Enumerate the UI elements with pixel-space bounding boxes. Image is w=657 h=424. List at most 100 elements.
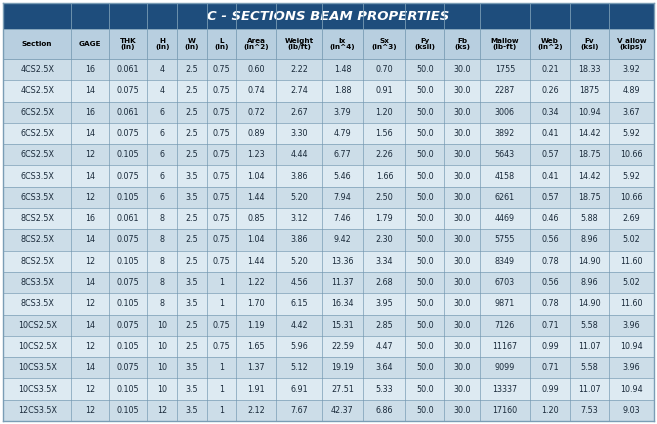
- Text: 6261: 6261: [495, 193, 515, 202]
- Text: 2.12: 2.12: [248, 406, 265, 415]
- Text: 1: 1: [219, 406, 224, 415]
- Text: 3.34: 3.34: [376, 257, 393, 266]
- Text: 1875: 1875: [579, 86, 600, 95]
- Text: 1.20: 1.20: [541, 406, 558, 415]
- Text: 1.37: 1.37: [248, 363, 265, 372]
- Text: 3892: 3892: [495, 129, 515, 138]
- Text: 1.23: 1.23: [248, 151, 265, 159]
- Bar: [3, 3, 654, 29]
- Text: 6.77: 6.77: [334, 151, 351, 159]
- Text: 0.061: 0.061: [117, 108, 139, 117]
- Text: 6CS3.5X: 6CS3.5X: [20, 172, 54, 181]
- Text: 8.96: 8.96: [581, 278, 599, 287]
- Text: 2.5: 2.5: [185, 86, 198, 95]
- Text: 0.105: 0.105: [117, 385, 139, 393]
- Text: 8: 8: [160, 257, 165, 266]
- Text: 6CS2.5X: 6CS2.5X: [20, 129, 54, 138]
- Text: 1.56: 1.56: [376, 129, 394, 138]
- Text: 0.75: 0.75: [212, 257, 230, 266]
- Text: L
(in): L (in): [214, 38, 229, 50]
- Text: 12: 12: [157, 406, 168, 415]
- Text: 1: 1: [219, 363, 224, 372]
- Text: 8: 8: [160, 214, 165, 223]
- Text: 10: 10: [157, 363, 168, 372]
- Text: 2.50: 2.50: [376, 193, 394, 202]
- Text: 6.15: 6.15: [290, 299, 307, 308]
- Text: 0.75: 0.75: [212, 65, 230, 74]
- Text: 11167: 11167: [492, 342, 518, 351]
- Text: 3.96: 3.96: [623, 321, 641, 330]
- Text: 3.5: 3.5: [185, 363, 198, 372]
- Text: 9.42: 9.42: [334, 235, 351, 245]
- Text: 0.75: 0.75: [212, 108, 230, 117]
- Text: 0.105: 0.105: [117, 299, 139, 308]
- Text: 12: 12: [85, 193, 95, 202]
- Text: 1: 1: [219, 385, 224, 393]
- Bar: [3, 187, 654, 208]
- Text: Ix
(in^4): Ix (in^4): [330, 38, 355, 50]
- Text: 3.5: 3.5: [185, 172, 198, 181]
- Text: 50.0: 50.0: [416, 257, 434, 266]
- Text: 15.31: 15.31: [331, 321, 354, 330]
- Text: 2.5: 2.5: [185, 65, 198, 74]
- Text: 0.26: 0.26: [541, 86, 558, 95]
- Text: 0.78: 0.78: [541, 299, 558, 308]
- Text: 27.51: 27.51: [331, 385, 354, 393]
- Text: 6: 6: [160, 172, 165, 181]
- Text: 30.0: 30.0: [453, 299, 471, 308]
- Text: 0.57: 0.57: [541, 193, 558, 202]
- Text: 4.89: 4.89: [623, 86, 641, 95]
- Text: 0.75: 0.75: [212, 129, 230, 138]
- Text: THK
(in): THK (in): [120, 38, 137, 50]
- Text: 16: 16: [85, 108, 95, 117]
- Text: GAGE: GAGE: [79, 41, 101, 47]
- Text: 5.20: 5.20: [290, 193, 308, 202]
- Text: 0.75: 0.75: [212, 172, 230, 181]
- Text: 11.60: 11.60: [620, 257, 643, 266]
- Bar: [3, 29, 654, 59]
- Text: 12: 12: [85, 257, 95, 266]
- Text: 0.57: 0.57: [541, 151, 558, 159]
- Text: 30.0: 30.0: [453, 363, 471, 372]
- Text: 2.5: 2.5: [185, 342, 198, 351]
- Text: W
(in): W (in): [185, 38, 199, 50]
- Text: 30.0: 30.0: [453, 278, 471, 287]
- Text: 30.0: 30.0: [453, 65, 471, 74]
- Text: 42.37: 42.37: [331, 406, 354, 415]
- Text: 12: 12: [85, 299, 95, 308]
- Text: 0.41: 0.41: [541, 129, 558, 138]
- Text: 5.33: 5.33: [376, 385, 394, 393]
- Bar: [3, 144, 654, 165]
- Text: 16.34: 16.34: [331, 299, 353, 308]
- Text: 2.5: 2.5: [185, 214, 198, 223]
- Text: 14: 14: [85, 278, 95, 287]
- Text: 0.56: 0.56: [541, 278, 558, 287]
- Text: 7.53: 7.53: [581, 406, 599, 415]
- Text: 0.72: 0.72: [248, 108, 265, 117]
- Text: 14: 14: [85, 321, 95, 330]
- Text: 50.0: 50.0: [416, 278, 434, 287]
- Text: 18.75: 18.75: [578, 151, 601, 159]
- Text: 1.20: 1.20: [376, 108, 394, 117]
- Text: 30.0: 30.0: [453, 214, 471, 223]
- Text: 6: 6: [160, 151, 165, 159]
- Text: 12CS3.5X: 12CS3.5X: [18, 406, 57, 415]
- Text: 50.0: 50.0: [416, 172, 434, 181]
- Text: 10.94: 10.94: [578, 108, 601, 117]
- Text: 10.66: 10.66: [620, 151, 643, 159]
- Bar: [3, 102, 654, 123]
- Text: Section: Section: [22, 41, 53, 47]
- Text: 0.71: 0.71: [541, 363, 558, 372]
- Text: 1: 1: [219, 299, 224, 308]
- Text: 0.075: 0.075: [117, 235, 139, 245]
- Text: 14: 14: [85, 86, 95, 95]
- Text: 3.5: 3.5: [185, 385, 198, 393]
- Text: 0.75: 0.75: [212, 86, 230, 95]
- Text: 10.66: 10.66: [620, 193, 643, 202]
- Text: Fv
(ksi): Fv (ksi): [580, 38, 599, 50]
- Text: Web
(in^2): Web (in^2): [537, 38, 562, 50]
- Text: 9.03: 9.03: [623, 406, 641, 415]
- Text: 0.74: 0.74: [248, 86, 265, 95]
- Text: Area
(in^2): Area (in^2): [244, 38, 269, 50]
- Text: 3.64: 3.64: [376, 363, 393, 372]
